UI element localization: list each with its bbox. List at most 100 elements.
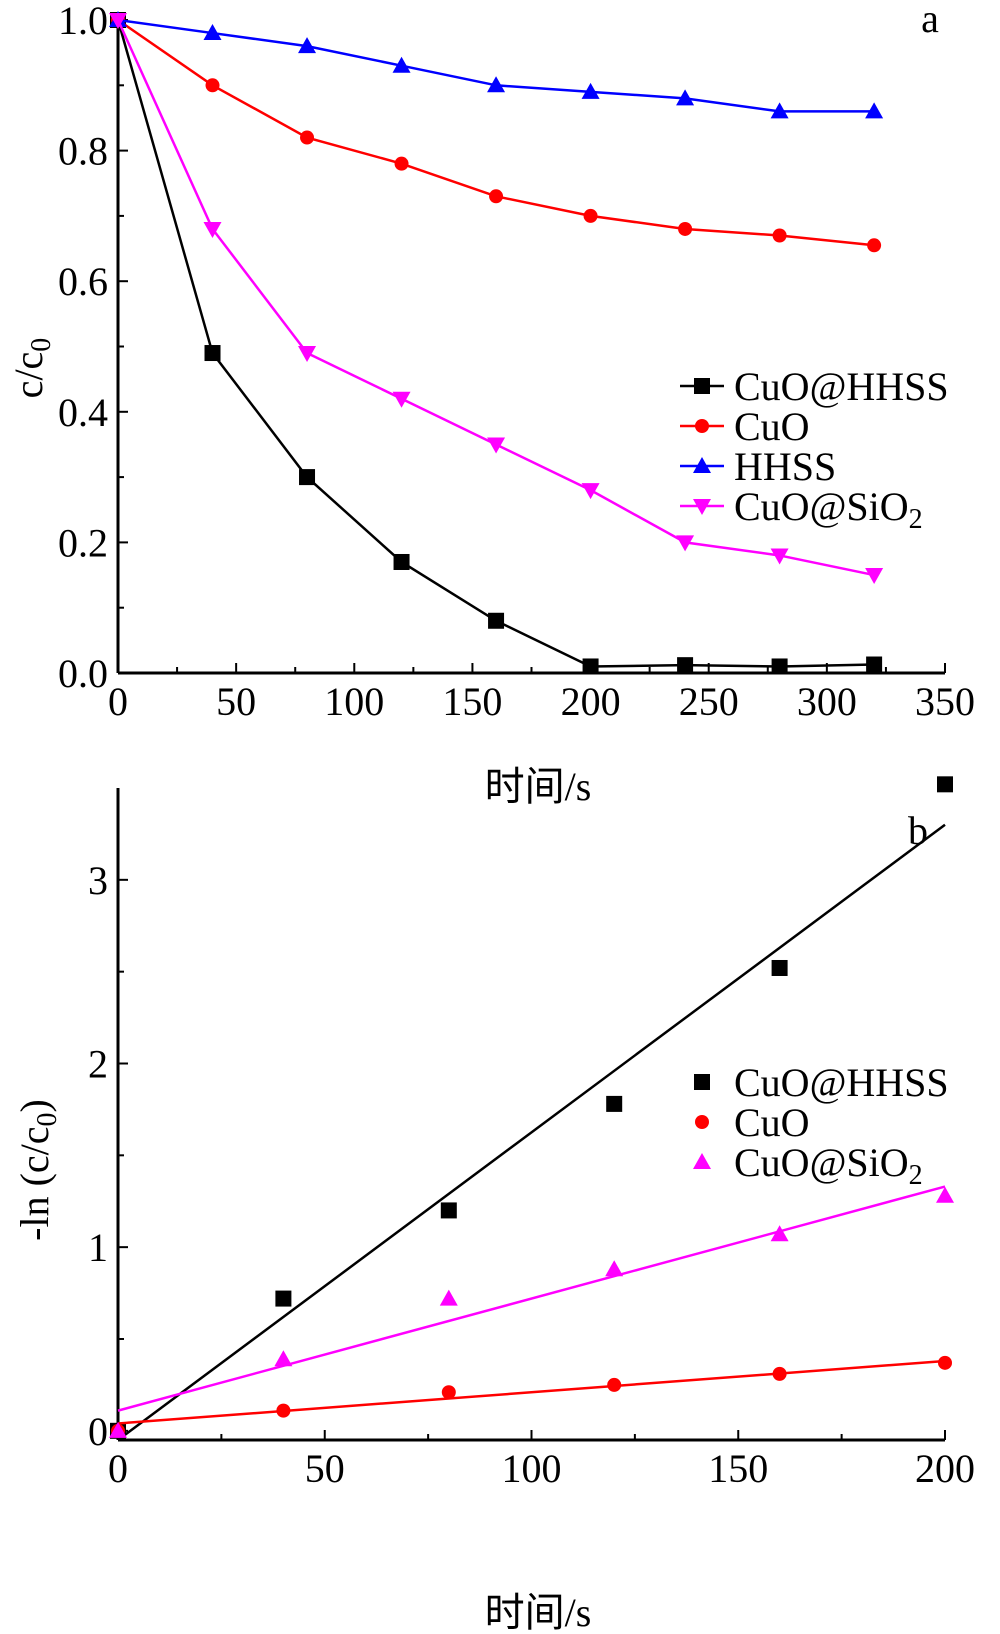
a-y-tick-label: 0.2 bbox=[58, 520, 108, 565]
a-cuo-point bbox=[489, 189, 504, 204]
b-y-tick-label: 2 bbox=[88, 1041, 108, 1086]
panel-b-tick-labels: 0 50 100 150 200 0 1 2 3 bbox=[88, 858, 975, 1491]
a-x-tick-label: 100 bbox=[324, 679, 384, 724]
a-x-tick-label: 300 bbox=[797, 679, 857, 724]
b-cuo-fit-line bbox=[117, 1359, 946, 1425]
a-cuo-point bbox=[300, 130, 315, 145]
panel-b-x-axis-label: 时间/s bbox=[485, 1590, 592, 1634]
b-cuo-legend-label: CuO bbox=[734, 1100, 810, 1145]
b-cuo-hhss-point bbox=[440, 1202, 457, 1219]
panel-b-y-axis-label: -ln (c/c0) bbox=[12, 1099, 63, 1241]
a-hhss-point bbox=[676, 89, 695, 106]
a-cuo-series bbox=[111, 13, 882, 253]
panel-b-axes bbox=[116, 788, 946, 1442]
a-cuo-hhss-point bbox=[771, 658, 788, 675]
a-x-tick-label: 250 bbox=[679, 679, 739, 724]
b-cuo-sio2-legend-marker bbox=[693, 1153, 711, 1169]
a-cuo-sio2-point bbox=[392, 391, 411, 408]
b-cuo-sio2-point bbox=[274, 1350, 293, 1367]
a-cuo-point bbox=[583, 208, 598, 223]
a-x-tick-label: 350 bbox=[915, 679, 975, 724]
panel-a-letter: a bbox=[921, 0, 939, 41]
a-cuo-hhss-point bbox=[488, 612, 505, 629]
b-cuo-point bbox=[607, 1377, 622, 1392]
panel-a-tick-labels: 0 50 100 150 200 250 300 350 0.0 0.2 0.4 0.6 0.8 1.0 bbox=[58, 0, 975, 724]
a-x-tick-label: 150 bbox=[442, 679, 502, 724]
panel-a-x-axis-label: 时间/s bbox=[485, 764, 592, 809]
a-cuo-sio2-point bbox=[770, 548, 789, 565]
a-cuo-hhss-point bbox=[677, 657, 694, 674]
a-x-tick-label: 0 bbox=[108, 679, 128, 724]
a-cuo-sio2-legend-label: CuO@SiO2 bbox=[734, 484, 923, 535]
b-x-tick-label: 100 bbox=[502, 1446, 562, 1491]
b-x-tick-label: 150 bbox=[708, 1446, 768, 1491]
a-y-tick-label: 0.0 bbox=[58, 651, 108, 696]
b-cuo-sio2-point bbox=[605, 1260, 624, 1277]
a-y-tick-label: 0.4 bbox=[58, 390, 108, 435]
a-cuo-sio2-point bbox=[865, 568, 884, 585]
a-cuo-sio2-series bbox=[109, 13, 884, 585]
b-cuo-hhss-series bbox=[110, 776, 953, 1442]
b-cuo-hhss-point bbox=[937, 776, 953, 793]
b-cuo-hhss-point bbox=[275, 1290, 292, 1307]
b-y-tick-label: 1 bbox=[88, 1225, 108, 1270]
b-cuo-series bbox=[111, 1355, 952, 1438]
a-hhss-point bbox=[203, 24, 222, 41]
b-cuo-sio2-point bbox=[770, 1225, 789, 1242]
b-cuo-hhss-point bbox=[771, 959, 788, 976]
a-cuo-hhss-point bbox=[299, 469, 316, 486]
b-cuo-sio2-legend-label-main: CuO@SiO bbox=[734, 1140, 909, 1185]
a-hhss-line bbox=[117, 18, 875, 113]
a-cuo-sio2-point bbox=[487, 437, 506, 454]
b-cuo-point bbox=[276, 1403, 291, 1418]
panel-a-chart: 0 50 100 150 200 250 300 3500.00.20.40.60.81.0 … bbox=[6, 0, 975, 809]
b-cuo-point bbox=[772, 1366, 787, 1381]
b-cuo-sio2-point bbox=[439, 1289, 458, 1306]
a-cuo-point bbox=[678, 221, 693, 236]
b-cuo-sio2-legend-label-sub: 2 bbox=[909, 1160, 923, 1191]
b-y-tick-label: 0 bbox=[88, 1409, 108, 1454]
a-hhss-point bbox=[581, 82, 600, 99]
a-cuo-hhss-point bbox=[393, 553, 410, 570]
a-cuo-sio2-legend-label-sub: 2 bbox=[909, 504, 923, 535]
a-cuo-hhss-legend-marker bbox=[694, 378, 710, 394]
a-x-tick-label: 200 bbox=[561, 679, 621, 724]
a-hhss-series bbox=[109, 11, 884, 119]
a-cuo-hhss-point bbox=[582, 658, 599, 675]
a-cuo-hhss-series bbox=[110, 12, 883, 675]
a-hhss-point bbox=[392, 56, 411, 73]
b-cuo-point bbox=[441, 1385, 456, 1400]
panel-a-y-axis-label: c/c0 bbox=[6, 338, 57, 399]
a-cuo-legend-marker bbox=[695, 419, 709, 433]
panel-a-y-axis-label-main: c/c bbox=[6, 352, 51, 399]
a-cuo-point bbox=[772, 228, 787, 243]
a-hhss-point bbox=[487, 76, 506, 93]
a-cuo-sio2-point bbox=[298, 346, 317, 363]
panel-a-axes bbox=[116, 19, 946, 675]
a-cuo-hhss-line bbox=[116, 19, 875, 668]
a-hhss-legend-marker bbox=[693, 457, 711, 473]
a-cuo-line bbox=[117, 18, 875, 247]
b-cuo-sio2-point bbox=[936, 1186, 954, 1203]
b-x-tick-label: 0 bbox=[108, 1446, 128, 1491]
a-cuo-point bbox=[205, 78, 220, 93]
panel-b-y-axis-label-end: ) bbox=[12, 1099, 57, 1112]
a-y-tick-label: 0.6 bbox=[58, 259, 108, 304]
a-hhss-point bbox=[770, 102, 789, 119]
a-cuo-sio2-legend-marker bbox=[693, 499, 711, 515]
a-cuo-sio2-point bbox=[581, 483, 600, 500]
b-cuo-hhss-point bbox=[606, 1095, 623, 1112]
panel-b-y-axis-label-sub: 0 bbox=[32, 1112, 63, 1126]
b-cuo-sio2-fit-line bbox=[117, 1185, 946, 1412]
a-x-tick-label: 50 bbox=[216, 679, 256, 724]
panel-b-letter: b bbox=[908, 808, 928, 853]
a-hhss-point bbox=[865, 102, 884, 119]
a-y-tick-label: 0.8 bbox=[58, 129, 108, 174]
b-cuo-hhss-legend-marker bbox=[694, 1074, 710, 1090]
panel-b-series bbox=[109, 776, 954, 1442]
b-cuo-hhss-fit-line bbox=[117, 823, 946, 1442]
b-x-tick-label: 200 bbox=[915, 1446, 975, 1491]
